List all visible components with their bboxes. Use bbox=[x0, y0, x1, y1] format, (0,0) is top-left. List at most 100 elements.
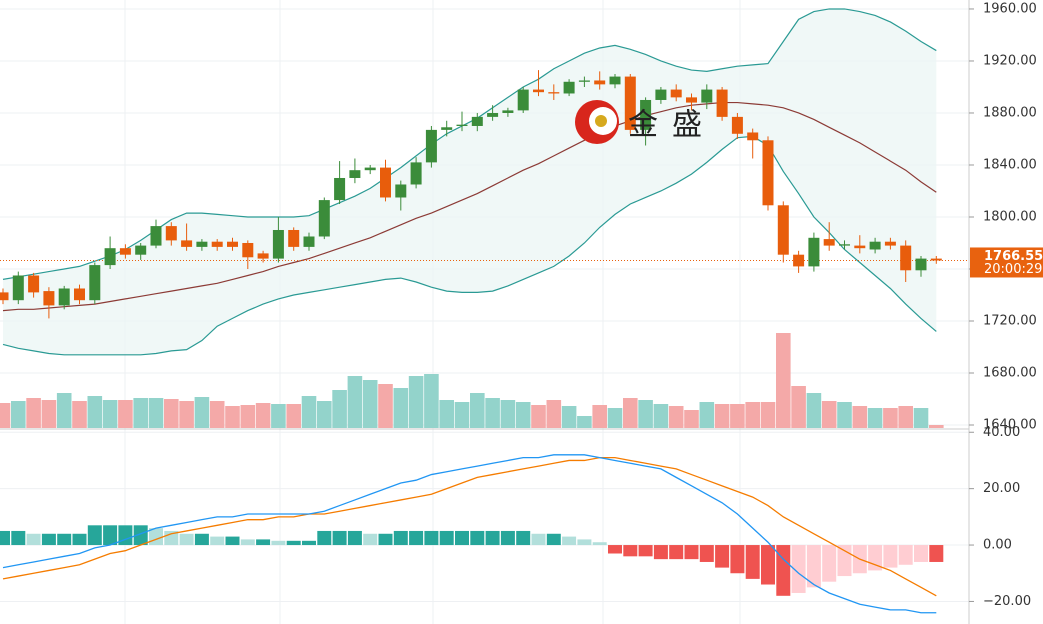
candle bbox=[854, 235, 866, 254]
candle-body bbox=[242, 242, 254, 258]
histogram-bar bbox=[837, 545, 852, 577]
histogram-bar bbox=[546, 533, 561, 546]
volume-bar bbox=[546, 400, 562, 428]
histogram-bar bbox=[745, 545, 760, 579]
candle-body bbox=[670, 89, 682, 98]
candle-body bbox=[533, 89, 544, 93]
y-tick-label: 1960.00 bbox=[983, 1, 1037, 16]
volume-bar bbox=[439, 400, 454, 428]
volume-bar bbox=[301, 396, 317, 428]
candle bbox=[288, 227, 300, 251]
candle bbox=[716, 86, 728, 121]
volume-bar bbox=[0, 403, 11, 428]
candle-body bbox=[0, 292, 9, 301]
candle-body bbox=[731, 116, 743, 134]
dea-line bbox=[2, 456, 937, 597]
candle-body bbox=[303, 236, 315, 247]
candle-body bbox=[318, 200, 330, 237]
candle-body bbox=[502, 110, 514, 113]
histogram-bar bbox=[11, 530, 26, 546]
volume-bar bbox=[332, 390, 347, 428]
histogram-bar bbox=[133, 525, 148, 546]
volume-bar bbox=[56, 393, 72, 428]
volume-bar bbox=[118, 400, 133, 428]
volume-bar bbox=[898, 406, 913, 428]
volume-bar bbox=[164, 399, 179, 428]
candle bbox=[793, 250, 805, 273]
histogram-bar bbox=[0, 530, 10, 546]
candle bbox=[456, 111, 468, 132]
candle bbox=[104, 236, 116, 269]
candle-body bbox=[135, 245, 147, 255]
candle-body bbox=[12, 275, 24, 301]
histogram-bar bbox=[715, 545, 730, 568]
candle-body bbox=[900, 245, 912, 271]
candle bbox=[74, 284, 85, 305]
candle-body bbox=[441, 127, 453, 130]
volume-bar bbox=[72, 401, 87, 428]
histogram-bar bbox=[103, 525, 118, 546]
histogram-bar bbox=[118, 525, 133, 546]
candle-body bbox=[854, 245, 866, 249]
volume-bar bbox=[699, 402, 715, 428]
bollinger-middle bbox=[2, 101, 937, 312]
candle-body bbox=[58, 288, 70, 306]
histogram-bar bbox=[41, 533, 56, 546]
candle bbox=[609, 73, 621, 89]
candle bbox=[670, 84, 682, 102]
histogram-bar bbox=[500, 530, 515, 546]
volume-bar bbox=[179, 401, 194, 428]
histogram-bar bbox=[302, 540, 316, 546]
volume-bar bbox=[194, 397, 210, 428]
volume-bar bbox=[653, 404, 669, 428]
volume-bar bbox=[408, 376, 424, 428]
histogram-bar bbox=[898, 545, 913, 565]
histogram-bar bbox=[776, 545, 791, 596]
candle-body bbox=[150, 226, 162, 246]
candle-body bbox=[334, 177, 346, 201]
histogram-bar bbox=[470, 530, 485, 546]
histogram-bar bbox=[26, 533, 41, 546]
candle bbox=[915, 255, 927, 277]
candle-body bbox=[257, 253, 269, 259]
histogram-bar bbox=[592, 542, 607, 546]
y-tick-label: 1680.00 bbox=[983, 366, 1037, 381]
candle-body bbox=[578, 80, 590, 82]
volume-bar bbox=[240, 405, 256, 428]
candle bbox=[181, 223, 193, 251]
candle-body bbox=[196, 241, 208, 247]
candle bbox=[578, 76, 590, 87]
y-tick-label: −20.00 bbox=[983, 594, 1031, 609]
histogram-bar bbox=[485, 530, 500, 546]
candle bbox=[28, 272, 40, 298]
candle bbox=[257, 250, 269, 263]
candle bbox=[777, 201, 789, 263]
volume-bar bbox=[378, 384, 393, 428]
histogram-bar bbox=[179, 533, 194, 546]
candle bbox=[227, 237, 238, 251]
histogram-bar bbox=[271, 540, 286, 546]
volume-bar bbox=[393, 388, 409, 428]
volume-bar bbox=[745, 402, 760, 428]
y-tick-label: 0.00 bbox=[983, 538, 1012, 553]
histogram-bar bbox=[883, 545, 898, 568]
candle-body bbox=[89, 265, 101, 301]
volume-bar bbox=[286, 404, 301, 428]
candle-body bbox=[823, 239, 835, 246]
countdown-label: 20:00:29 bbox=[984, 262, 1042, 277]
candle bbox=[395, 180, 407, 211]
volume-bar bbox=[485, 398, 500, 428]
y-tick-label: 40.00 bbox=[983, 425, 1020, 440]
candle-body bbox=[487, 112, 499, 117]
candle bbox=[640, 97, 652, 146]
candle-body bbox=[104, 248, 116, 266]
candle-body bbox=[869, 241, 881, 250]
candle bbox=[762, 136, 774, 211]
candle bbox=[487, 105, 499, 121]
candle-body bbox=[349, 170, 361, 178]
candle bbox=[135, 242, 147, 260]
logo-dot bbox=[595, 115, 607, 127]
volume-bar bbox=[133, 398, 148, 428]
volume-bar bbox=[470, 393, 485, 428]
